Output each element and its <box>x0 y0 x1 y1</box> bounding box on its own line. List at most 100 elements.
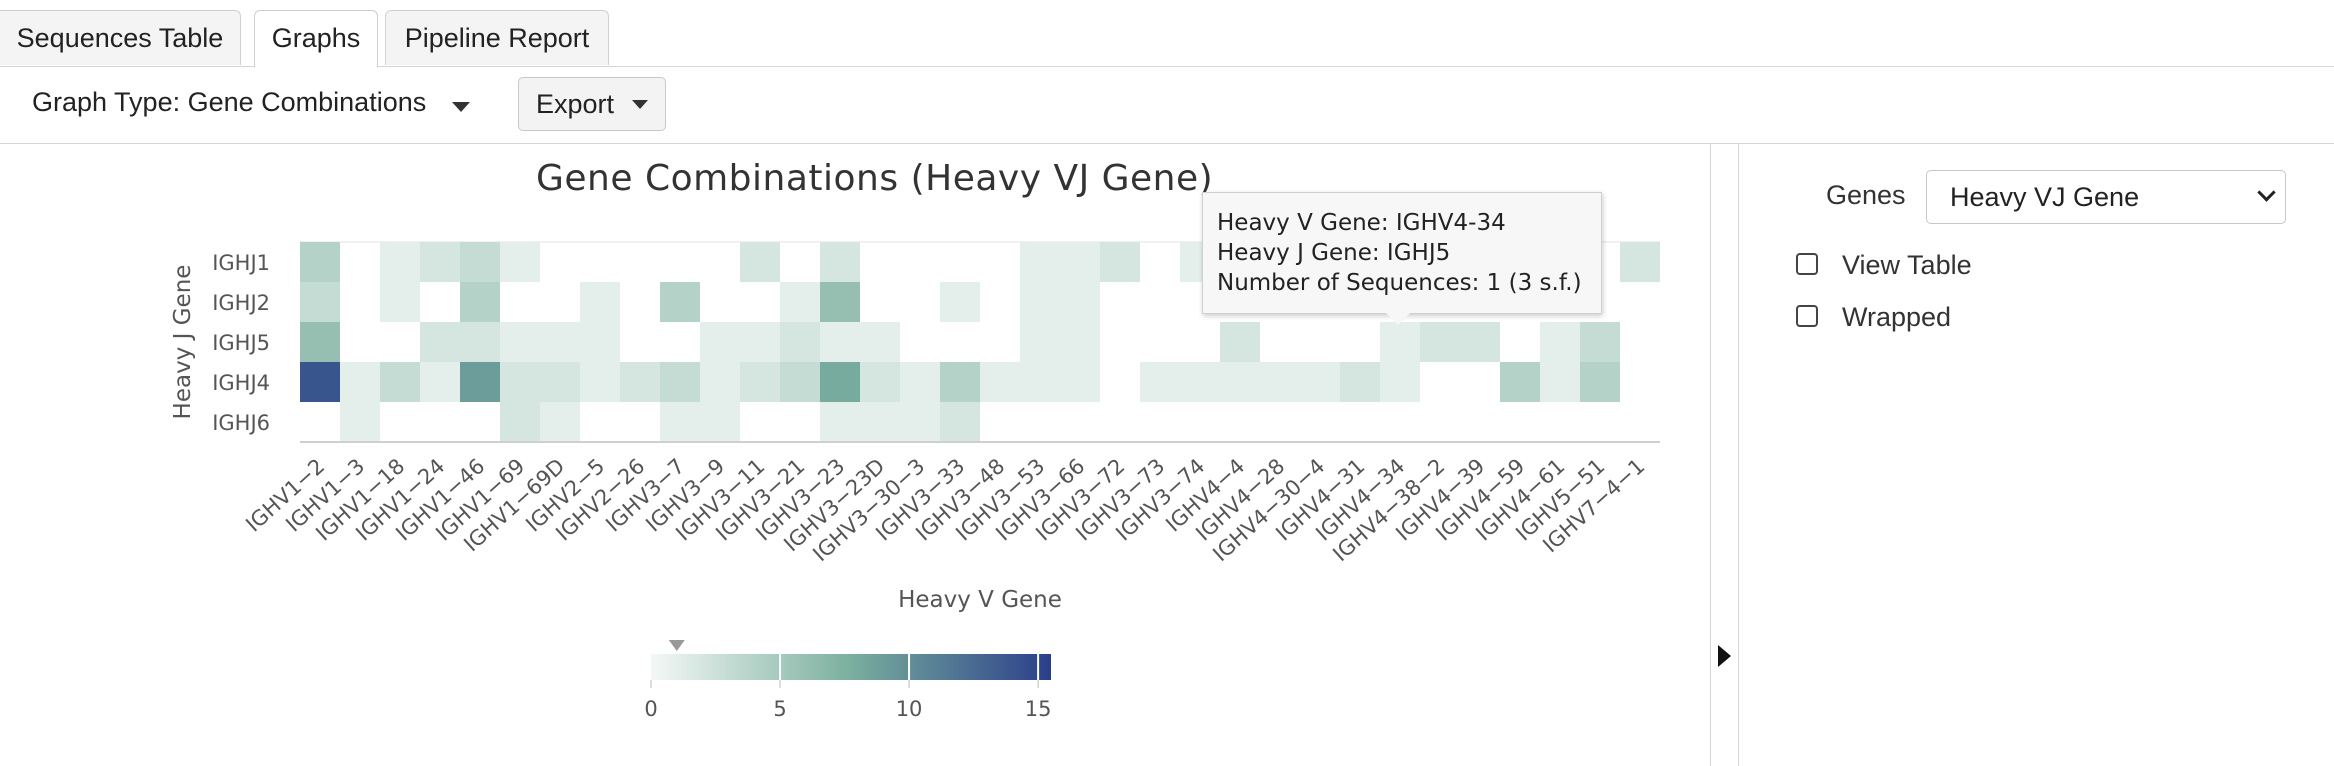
heatmap-cell <box>460 282 500 322</box>
heatmap-cell <box>1020 322 1060 362</box>
colorbar-tick-label: 5 <box>773 697 786 721</box>
view-table-checkbox[interactable] <box>1796 253 1818 275</box>
tooltip-v-gene: Heavy V Gene: IGHV4-34 <box>1217 210 1506 236</box>
heatmap-cell <box>820 322 860 362</box>
heatmap-cell <box>580 282 620 322</box>
heatmap-cell <box>380 282 420 322</box>
heatmap-cell <box>500 402 540 442</box>
heatmap-cell <box>380 362 420 402</box>
tooltip-j-gene: Heavy J Gene: IGHJ5 <box>1217 240 1451 266</box>
heatmap-cell <box>540 362 580 402</box>
heatmap-cell <box>1060 362 1100 402</box>
chevron-down-icon <box>452 102 470 112</box>
heatmap-cell <box>1020 282 1060 322</box>
x-axis-title: Heavy V Gene <box>898 587 1062 613</box>
heatmap-cell <box>1260 362 1300 402</box>
graph-type-dropdown[interactable]: Graph Type: Gene Combinations <box>32 87 470 118</box>
y-tick-label: IGHJ1 <box>212 251 270 275</box>
heatmap-cell <box>900 362 940 402</box>
heatmap-tooltip: Heavy V Gene: IGHV4-34 Heavy J Gene: IGH… <box>1202 192 1602 314</box>
heatmap-cell <box>740 242 780 282</box>
chevron-down-icon <box>2257 183 2276 202</box>
heatmap-cell <box>1540 322 1580 362</box>
y-tick-label: IGHJ5 <box>212 331 270 355</box>
heatmap-cell <box>460 322 500 362</box>
export-button[interactable]: Export <box>518 77 666 131</box>
colorbar-marker-icon <box>668 640 685 651</box>
heatmap-cell <box>1020 362 1060 402</box>
tab-pipeline-report[interactable]: Pipeline Report <box>385 10 609 65</box>
heatmap-cell <box>740 362 780 402</box>
heatmap-cell <box>620 362 660 402</box>
tab-graphs[interactable]: Graphs <box>254 10 378 67</box>
heatmap-cell <box>820 282 860 322</box>
heatmap-cell <box>300 362 340 402</box>
heatmap-cell <box>1220 362 1260 402</box>
heatmap-cell <box>740 322 780 362</box>
y-axis-title: Heavy J Gene <box>170 265 196 420</box>
heatmap-cell <box>540 322 580 362</box>
heatmap-cell <box>300 242 340 282</box>
heatmap-cell <box>820 242 860 282</box>
heatmap-chart: IGHJ1IGHJ2IGHJ5IGHJ4IGHJ6IGHV1−2IGHV1−3I… <box>170 241 1660 721</box>
heatmap-cell <box>660 402 700 442</box>
heatmap-cell <box>1140 362 1180 402</box>
y-tick-label: IGHJ6 <box>212 411 270 435</box>
heatmap-cell <box>580 322 620 362</box>
heatmap-cell <box>780 282 820 322</box>
heatmap-cell <box>1180 362 1220 402</box>
heatmap-cell <box>340 402 380 442</box>
tooltip-arrow <box>1386 313 1410 325</box>
wrapped-checkbox[interactable] <box>1796 305 1818 327</box>
genes-select[interactable]: Heavy VJ Gene <box>1926 170 2286 224</box>
heatmap-cell <box>1420 322 1460 362</box>
heatmap-cell <box>940 362 980 402</box>
genes-label: Genes <box>1826 180 1906 210</box>
heatmap-cell <box>1340 362 1380 402</box>
heatmap-cell <box>300 322 340 362</box>
heatmap-cell <box>940 282 980 322</box>
heatmap-cell <box>700 362 740 402</box>
heatmap-cell <box>1380 322 1420 362</box>
heatmap-cell <box>660 282 700 322</box>
heatmap-cell <box>380 242 420 282</box>
heatmap-cell <box>820 362 860 402</box>
heatmap-cell <box>780 362 820 402</box>
tab-sequences-table[interactable]: Sequences Table <box>0 10 241 65</box>
colorbar-tick-label: 0 <box>644 697 657 721</box>
heatmap-cell <box>860 322 900 362</box>
caret-down-icon <box>632 100 648 109</box>
heatmap-cell <box>1300 362 1340 402</box>
tab-bar: Sequences Table Graphs Pipeline Report <box>0 0 2334 67</box>
heatmap-cell <box>700 402 740 442</box>
heatmap-cell <box>780 322 820 362</box>
heatmap-cell <box>500 322 540 362</box>
heatmap-cell <box>1060 322 1100 362</box>
heatmap-cell <box>420 322 460 362</box>
heatmap-cell <box>1540 362 1580 402</box>
genes-select-value: Heavy VJ Gene <box>1950 182 2140 212</box>
heatmap-cell <box>420 242 460 282</box>
heatmap-cell <box>1500 362 1540 402</box>
heatmap-cell <box>1620 242 1660 282</box>
graph-toolbar: Graph Type: Gene Combinations Export <box>0 67 2334 144</box>
heatmap-cell <box>420 362 460 402</box>
heatmap-cell <box>1460 322 1500 362</box>
y-tick-label: IGHJ4 <box>212 371 270 395</box>
tooltip-count: Number of Sequences: 1 (3 s.f.) <box>1217 270 1582 296</box>
heatmap-cell <box>1100 242 1140 282</box>
heatmap-cell <box>1580 362 1620 402</box>
expand-arrow-icon[interactable] <box>1718 645 1731 667</box>
heatmap-cell <box>460 362 500 402</box>
heatmap-cell <box>300 282 340 322</box>
panel-splitter[interactable] <box>1710 144 1739 766</box>
heatmap-cell <box>1580 322 1620 362</box>
heatmap-cell <box>1060 242 1100 282</box>
heatmap-cell <box>580 362 620 402</box>
heatmap-cell <box>1380 362 1420 402</box>
colorbar <box>651 654 1051 680</box>
heatmap-cell <box>860 362 900 402</box>
graph-type-label: Graph Type: Gene Combinations <box>32 87 427 117</box>
colorbar-tick-label: 15 <box>1025 697 1052 721</box>
heatmap-cell <box>980 362 1020 402</box>
